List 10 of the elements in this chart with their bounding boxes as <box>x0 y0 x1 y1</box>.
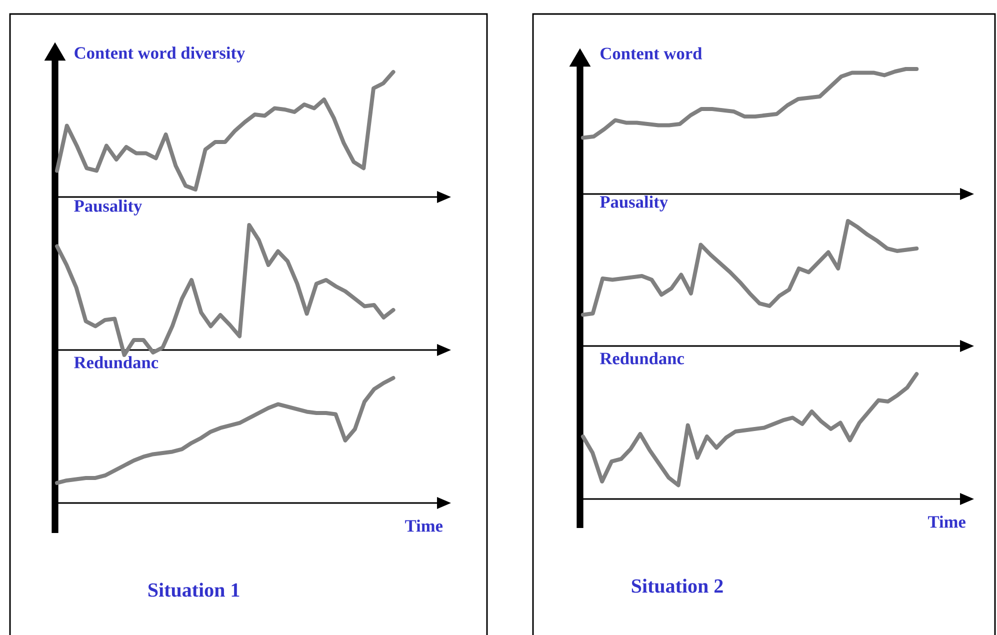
chart-title: Redundanc <box>600 352 684 364</box>
chart-title: Content word diversity <box>74 46 246 62</box>
x-axis-title: Time <box>928 516 966 528</box>
text: Situation 1 <box>148 582 240 597</box>
chart-title: Pausality <box>74 200 142 216</box>
chart-title: Content word <box>600 47 702 60</box>
text: Situation 2 <box>632 578 723 593</box>
chart-title: Pausality <box>600 196 668 212</box>
chart-title: Redundanc <box>74 356 158 368</box>
x-axis-title: Time <box>405 520 443 532</box>
